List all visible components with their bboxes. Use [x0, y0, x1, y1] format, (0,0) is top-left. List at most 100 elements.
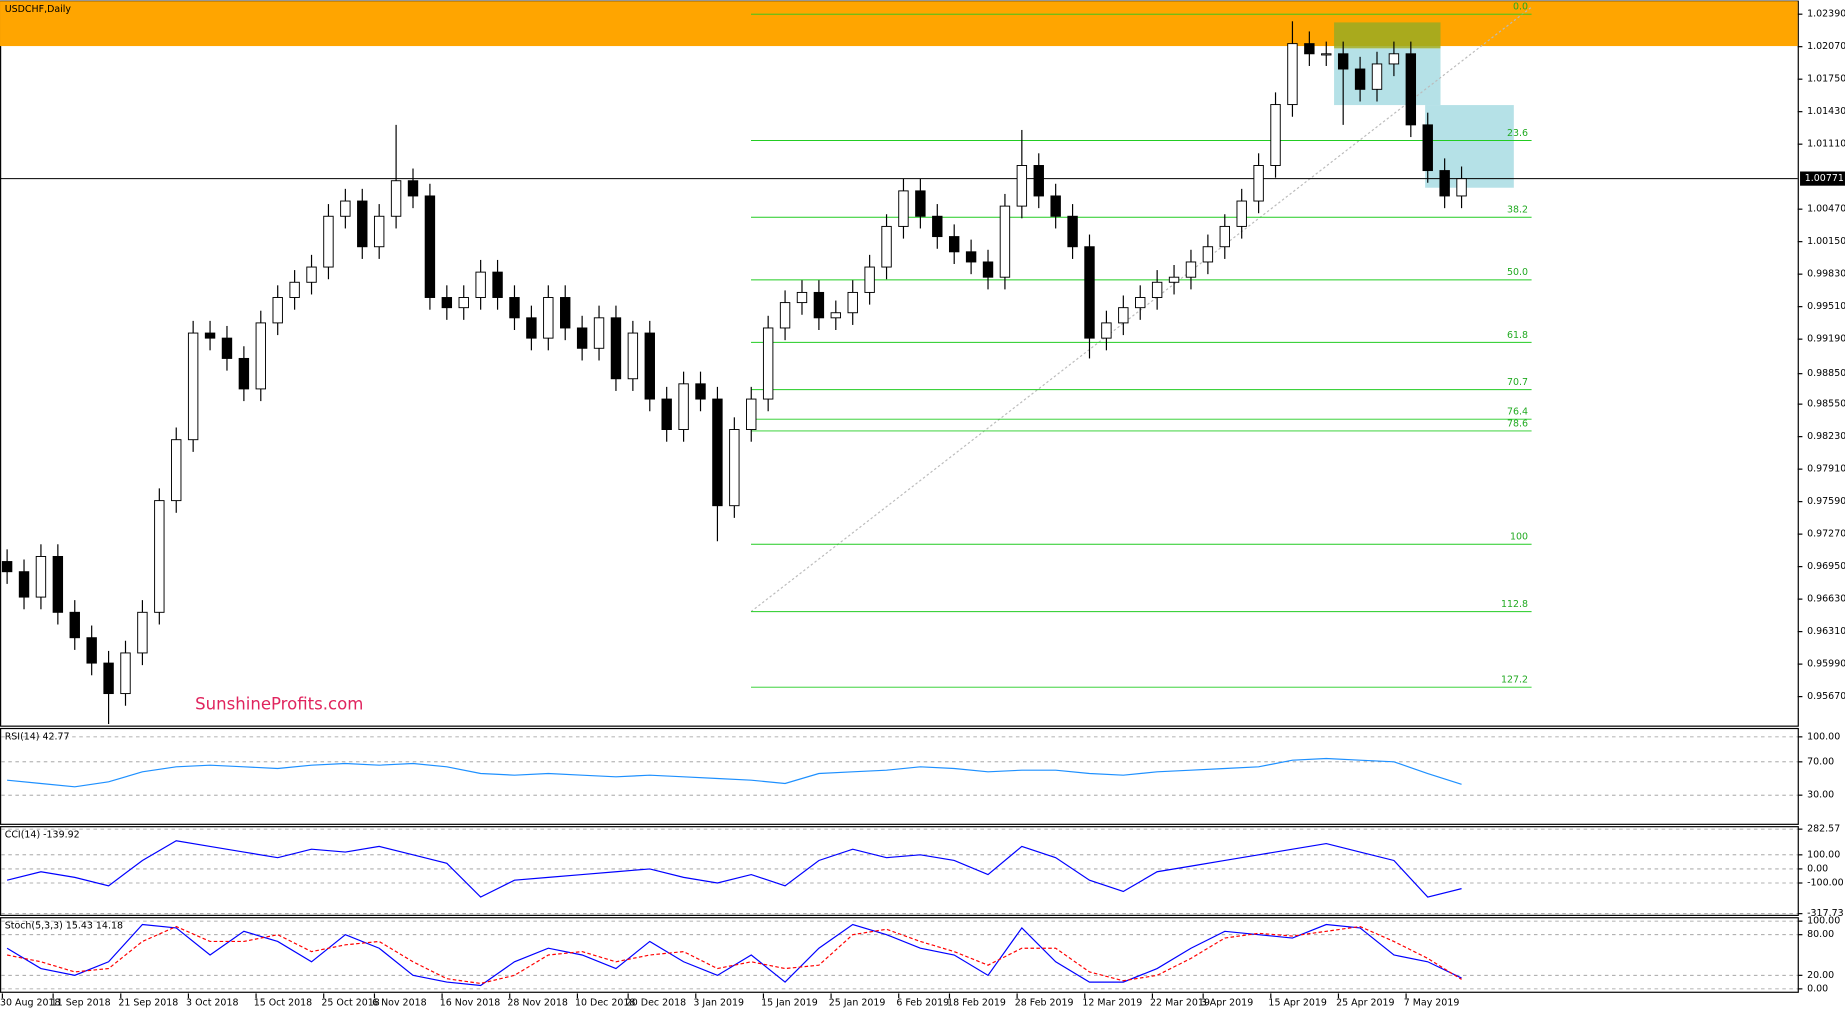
x-tick-label: 21 Sep 2018: [118, 997, 178, 1008]
candle-body: [238, 357, 250, 390]
y-tick-label: 282.57: [1807, 824, 1840, 835]
y-tick-label: 0.96950: [1807, 561, 1845, 572]
fib-label: 61.8: [1507, 330, 1528, 341]
candle-body: [813, 291, 825, 319]
candle-body: [1151, 281, 1163, 298]
candle-body: [221, 337, 233, 359]
candle-body: [830, 312, 842, 319]
candle-body: [1202, 246, 1214, 263]
y-tick-label: 0.97590: [1807, 496, 1845, 507]
candle-body: [948, 236, 960, 253]
fib-label: 0.0: [1513, 2, 1528, 13]
y-tick-label: 0.00: [1807, 983, 1828, 994]
fib-trend: [750, 6, 1532, 613]
x-tick-label: 12 Mar 2019: [1082, 997, 1142, 1008]
watermark: SunshineProfits.com: [195, 694, 363, 713]
x-tick-label: 7 May 2019: [1404, 997, 1460, 1008]
candle-body: [1101, 322, 1112, 339]
panel-title: USDCHF,Daily: [5, 4, 72, 15]
fib-label: 50.0: [1507, 267, 1528, 278]
candle-body: [204, 332, 216, 339]
y-tick-label: 1.01430: [1807, 106, 1845, 117]
x-tick-label: 25 Apr 2019: [1336, 997, 1394, 1008]
candle-body: [1050, 195, 1061, 217]
candle-body: [1422, 124, 1433, 172]
y-tick-label: 0.98230: [1807, 431, 1845, 442]
candle-body: [171, 439, 182, 502]
candle-body: [560, 297, 571, 329]
candle-body: [1321, 53, 1332, 56]
y-tick-label: 20.00: [1807, 970, 1834, 981]
y-tick-label: 0.00: [1807, 863, 1828, 874]
candle-body: [543, 297, 554, 339]
y-tick-label: 0.95670: [1807, 691, 1845, 702]
y-tick-label: 0.95990: [1807, 659, 1845, 670]
y-tick-label: 0.97270: [1807, 529, 1845, 540]
candle-body: [847, 291, 858, 314]
fib-label: 38.2: [1507, 205, 1528, 216]
y-tick-label: 0.98850: [1807, 368, 1845, 379]
candle-body: [1371, 63, 1383, 90]
x-tick-label: 28 Nov 2018: [507, 997, 568, 1008]
candle-body: [1033, 165, 1044, 197]
y-tick-label: 1.01110: [1807, 139, 1845, 150]
candle-body: [1439, 170, 1450, 197]
zone: [1425, 105, 1514, 188]
panel-frame: [0, 917, 1799, 993]
candle-body: [627, 332, 639, 380]
y-tick-label: -100.00: [1807, 878, 1844, 889]
indicator-line: [7, 757, 1462, 788]
x-tick-label: 3 Jan 2019: [693, 997, 744, 1008]
candle-body: [69, 611, 80, 639]
candle-body: [999, 205, 1011, 278]
candle-body: [1354, 68, 1366, 90]
candle-body: [932, 215, 943, 238]
x-tick-label: 15 Oct 2018: [254, 997, 312, 1008]
candle-body: [593, 317, 605, 349]
candle-body: [35, 555, 47, 598]
candle-body: [915, 190, 926, 217]
y-tick-label: 0.96310: [1807, 626, 1845, 637]
y-tick-label: 0.97910: [1807, 464, 1845, 475]
candle-body: [898, 190, 909, 227]
panel-frame: [0, 727, 1799, 825]
x-tick-label: 3 Apr 2019: [1201, 997, 1253, 1008]
candle-body: [1253, 165, 1264, 202]
y-tick-label: 1.01750: [1807, 74, 1845, 85]
candle-body: [644, 332, 655, 400]
y-tick-label: 1.00470: [1807, 204, 1845, 215]
candle-body: [982, 261, 994, 278]
last-price-box: [1800, 171, 1845, 186]
y-tick-label: 80.00: [1807, 929, 1834, 940]
candle-body: [779, 302, 791, 329]
y-tick-label: 100.00: [1807, 731, 1840, 742]
y-tick-label: 0.98550: [1807, 399, 1845, 410]
candle-body: [1185, 261, 1197, 278]
y-tick-label: 0.99510: [1807, 301, 1845, 312]
y-tick-label: 0.96630: [1807, 594, 1845, 605]
fib-label: 78.6: [1507, 418, 1528, 429]
zone: [0, 1, 1798, 47]
candle-body: [576, 327, 588, 349]
candle-body: [272, 297, 283, 324]
candle-body: [18, 571, 30, 598]
candle-body: [695, 383, 706, 400]
candle-body: [526, 317, 537, 339]
x-tick-label: 10 Dec 2018: [575, 997, 635, 1008]
x-tick-label: 6 Feb 2019: [896, 997, 949, 1008]
candle-body: [729, 429, 740, 507]
y-tick-label: 1.02390: [1807, 9, 1845, 20]
fib-label: 70.7: [1507, 377, 1528, 388]
x-tick-label: 15 Apr 2019: [1268, 997, 1326, 1008]
y-tick-label: 100.00: [1807, 849, 1840, 860]
x-tick-label: 11 Sep 2018: [51, 997, 111, 1008]
candle-body: [407, 180, 419, 197]
candle-body: [712, 398, 723, 507]
fib-label: 76.4: [1507, 407, 1528, 418]
candle-body: [1304, 43, 1315, 55]
y-tick-label: 1.00150: [1807, 236, 1845, 247]
x-tick-label: 3 Oct 2018: [186, 997, 238, 1008]
